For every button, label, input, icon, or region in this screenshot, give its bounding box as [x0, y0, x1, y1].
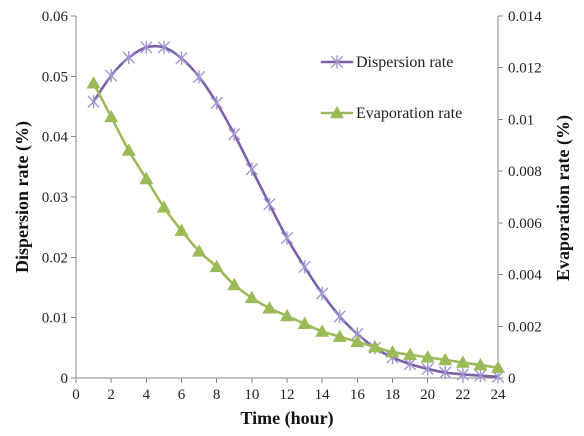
dispersion-rate-point	[404, 357, 417, 371]
x-tick-label: 18	[385, 387, 400, 403]
y-left-tick-label: 0.02	[42, 250, 68, 266]
y-left-tick-label: 0.06	[42, 9, 69, 25]
dispersion-rate-point	[245, 162, 258, 177]
y-right-tick-label: 0.014	[508, 9, 542, 25]
legend: Dispersion rate Evaporation rate	[320, 54, 462, 122]
x-tick-label: 6	[178, 387, 186, 403]
dispersion-rate-point	[298, 260, 311, 274]
evaporation-rate-point	[209, 259, 224, 273]
evaporation-rate-point	[385, 345, 400, 358]
y-left-tick-label: 0.04	[42, 130, 69, 146]
evaporation-rate-point	[473, 357, 488, 371]
dispersion-rate-point	[333, 309, 346, 324]
dispersion-rate-point	[175, 51, 188, 66]
evaporation-rate-line	[92, 81, 500, 369]
x-tick-label: 24	[491, 387, 507, 403]
evaporation-rate-point	[455, 355, 470, 368]
evaporation-rate-point	[332, 329, 347, 342]
dispersion-rate-point	[105, 68, 118, 83]
y-left-tick-label: 0	[61, 371, 69, 387]
evaporation-rate-point	[86, 76, 101, 89]
legend-label: Dispersion rate	[356, 54, 453, 71]
evaporation-rate-point	[403, 347, 418, 361]
x-axis-title: Time (hour)	[240, 408, 333, 429]
x-tick-label: 10	[244, 387, 259, 403]
x-tick-label: 0	[72, 387, 80, 403]
dispersion-rate-point	[263, 197, 276, 212]
evaporation-rate-point	[367, 339, 382, 353]
y-right-tick-label: 0.012	[508, 61, 542, 77]
evaporation-rate-point	[244, 290, 259, 304]
dispersion-rate-point	[474, 368, 487, 383]
legend-star-marker-icon	[331, 55, 343, 69]
dispersion-rate-point	[439, 365, 452, 380]
y-left-tick-label: 0.01	[42, 311, 68, 327]
evaporation-rate-point	[156, 200, 171, 213]
y-axis-title-left: Dispersion rate (%)	[12, 121, 33, 273]
dispersion-rate-point	[421, 362, 434, 376]
legend-triangle-marker-icon	[329, 105, 345, 119]
dispersion-rate-point	[140, 40, 153, 55]
evaporation-rate-point	[350, 334, 365, 348]
y-right-tick-label: 0.004	[508, 268, 542, 284]
y-right-tick-label: 0.008	[508, 164, 542, 180]
evaporation-rate-point	[192, 244, 207, 257]
x-tick-label: 20	[420, 387, 435, 403]
x-tick-label: 14	[315, 387, 331, 403]
dispersion-rate-line	[92, 44, 500, 379]
y-right-tick-label: 0.006	[508, 216, 542, 232]
evaporation-rate-point	[490, 360, 506, 373]
evaporation-rate-point	[174, 223, 189, 236]
evaporation-rate-point	[121, 143, 136, 156]
dispersion-rate-point	[157, 40, 170, 55]
x-tick-label: 2	[107, 387, 115, 403]
dispersion-rate-point	[210, 96, 223, 110]
evaporation-rate-point	[104, 109, 119, 123]
evaporation-rate-point	[420, 350, 435, 363]
dispersion-rate-point	[193, 70, 206, 84]
evaporation-rate-series	[86, 76, 506, 373]
y-right-tick-label: 0.01	[508, 112, 534, 128]
dispersion-rate-point	[281, 231, 293, 245]
axis-ticks: 0 0.01 0.02 0.03 0.04 0.05 0.06 0 0.002 0.004 0.00…	[42, 9, 543, 403]
legend-item-dispersion-rate: Dispersion rate	[320, 54, 453, 71]
y-left-tick-label: 0.05	[42, 69, 68, 85]
x-tick-label: 16	[350, 387, 366, 403]
y-right-tick-label: 0	[508, 371, 516, 387]
dispersion-rate-series	[87, 40, 504, 384]
evaporation-rate-point	[227, 277, 242, 291]
dispersion-rate-point	[87, 94, 100, 109]
x-tick-label: 4	[143, 387, 151, 403]
y-axis-title-right: Evaporation rate (%)	[553, 115, 574, 281]
evaporation-rate-point	[297, 316, 312, 330]
x-tick-label: 8	[213, 387, 221, 403]
plot-area	[86, 40, 506, 384]
dispersion-rate-point	[456, 367, 469, 382]
evaporation-rate-point	[438, 352, 453, 366]
y-left-tick-label: 0.03	[42, 190, 68, 206]
x-tick-label: 22	[455, 387, 470, 403]
dispersion-rate-point	[122, 50, 135, 65]
y-right-tick-label: 0.002	[508, 319, 542, 335]
dispersion-rate-point	[228, 127, 241, 142]
legend-item-evaporation-rate: Evaporation rate	[320, 105, 462, 122]
dispersion-rate-point	[316, 286, 329, 301]
evaporation-rate-point	[279, 308, 295, 322]
evaporation-rate-point	[262, 301, 277, 314]
evaporation-rate-point	[315, 324, 330, 337]
x-tick-label: 12	[280, 387, 295, 403]
evaporation-rate-point	[139, 171, 154, 185]
legend-label: Evaporation rate	[356, 105, 462, 122]
